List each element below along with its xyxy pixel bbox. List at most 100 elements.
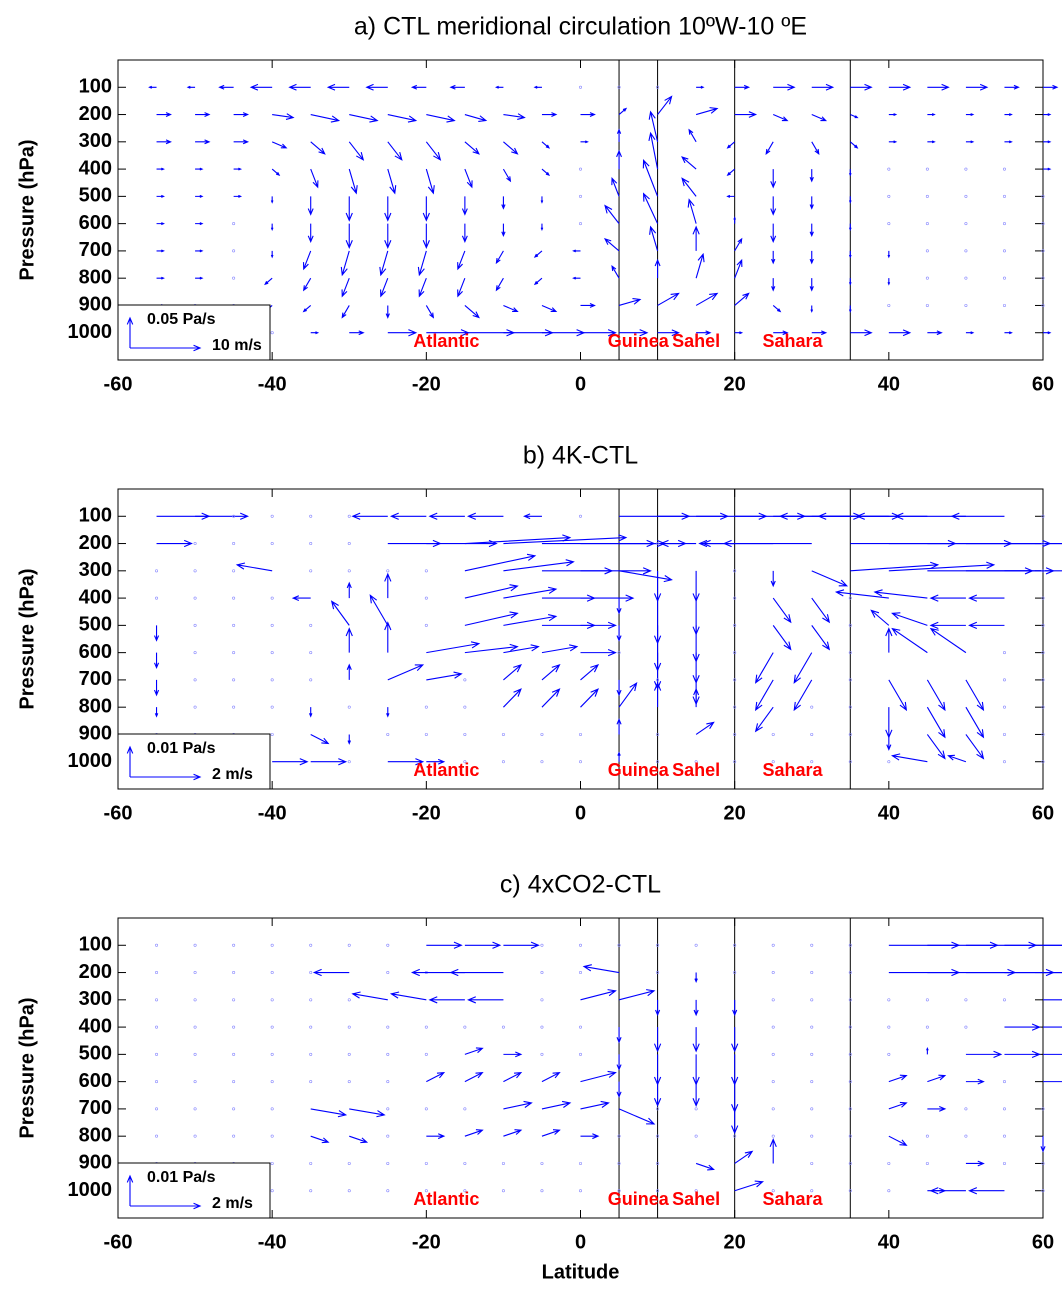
wind-vector bbox=[888, 679, 908, 712]
key-arrow-w bbox=[126, 745, 134, 777]
zero-vector bbox=[309, 1161, 313, 1165]
zero-vector bbox=[155, 1080, 159, 1084]
zero-vector bbox=[1002, 760, 1006, 764]
wind-vector bbox=[541, 644, 579, 654]
key-label-w: 0.01 Pa/s bbox=[147, 740, 216, 757]
wind-vector bbox=[811, 597, 831, 624]
zero-vector bbox=[155, 596, 159, 600]
x-tick-label: -20 bbox=[412, 802, 441, 824]
zero-vector bbox=[232, 651, 236, 655]
wind-vector bbox=[310, 331, 320, 335]
zero-vector bbox=[193, 1107, 197, 1111]
wind-vector bbox=[580, 594, 635, 602]
zero-vector bbox=[386, 1134, 390, 1138]
zero-vector bbox=[925, 222, 929, 226]
wind-vector bbox=[734, 258, 743, 279]
y-tick-label: 900 bbox=[79, 1152, 112, 1174]
wind-vector bbox=[389, 512, 427, 520]
wind-vector bbox=[1043, 1053, 1062, 1055]
zero-vector bbox=[887, 1025, 891, 1029]
zero-vector bbox=[309, 971, 313, 975]
zero-vector bbox=[733, 760, 737, 764]
zero-vector bbox=[578, 1161, 582, 1165]
wind-vector bbox=[965, 734, 985, 760]
wind-vector bbox=[218, 84, 234, 90]
wind-vector bbox=[772, 305, 782, 313]
zero-vector bbox=[887, 222, 891, 226]
wind-vector bbox=[310, 758, 348, 766]
wind-vector bbox=[731, 1108, 739, 1135]
key-arrow-u bbox=[130, 1202, 202, 1210]
wind-vector bbox=[310, 1108, 348, 1118]
zero-vector bbox=[270, 1107, 274, 1111]
wind-vector bbox=[1043, 331, 1052, 335]
wind-vector bbox=[389, 991, 427, 1001]
x-tick-label: -20 bbox=[412, 373, 441, 395]
wind-vector bbox=[349, 1135, 369, 1144]
wind-vector bbox=[580, 1133, 600, 1140]
wind-vector bbox=[611, 177, 620, 197]
wind-vector bbox=[341, 305, 350, 319]
y-tick-label: 700 bbox=[79, 239, 112, 261]
wind-vector bbox=[809, 223, 814, 238]
zero-vector bbox=[771, 971, 775, 975]
zero-vector bbox=[848, 1107, 852, 1111]
zero-vector bbox=[656, 678, 660, 682]
zero-vector bbox=[1002, 1080, 1006, 1084]
zero-vector bbox=[887, 1189, 891, 1193]
zero-vector bbox=[424, 1161, 428, 1165]
zero-vector bbox=[424, 732, 428, 736]
zero-vector bbox=[1002, 249, 1006, 253]
zero-vector bbox=[1041, 303, 1045, 307]
wind-vector bbox=[153, 679, 160, 697]
wind-vector bbox=[541, 1071, 561, 1083]
wind-vector bbox=[1043, 113, 1052, 117]
key-label-u: 10 m/s bbox=[212, 337, 262, 354]
region-label: Guinea bbox=[608, 760, 670, 780]
wind-vector bbox=[380, 277, 389, 298]
x-tick-label: -60 bbox=[104, 373, 133, 395]
zero-vector bbox=[347, 1161, 351, 1165]
wind-vector bbox=[387, 168, 397, 195]
zero-vector bbox=[848, 623, 852, 627]
zero-vector bbox=[1002, 1107, 1006, 1111]
region-label: Sahel bbox=[672, 760, 720, 780]
zero-vector bbox=[309, 678, 313, 682]
zero-vector bbox=[540, 943, 544, 947]
wind-vector bbox=[888, 140, 898, 144]
wind-vector bbox=[811, 141, 820, 156]
wind-vector bbox=[950, 512, 1005, 520]
panel: a) CTL meridional circulation 10ºW-10 ºE… bbox=[16, 13, 1059, 395]
wind-vector bbox=[927, 1106, 947, 1112]
zero-vector bbox=[386, 1161, 390, 1165]
wind-vector bbox=[681, 177, 697, 197]
zero-vector bbox=[848, 732, 852, 736]
y-axis-label: Pressure (hPa) bbox=[16, 997, 38, 1138]
zero-vector bbox=[887, 167, 891, 171]
wind-vector bbox=[926, 734, 946, 760]
wind-vector bbox=[195, 276, 204, 280]
wind-vector bbox=[929, 621, 966, 629]
y-tick-label: 500 bbox=[79, 614, 112, 636]
wind-vector bbox=[616, 679, 622, 697]
wind-vector bbox=[619, 329, 649, 337]
wind-vector bbox=[681, 156, 697, 170]
wind-vector bbox=[270, 196, 274, 204]
wind-vector bbox=[503, 688, 522, 708]
wind-vector bbox=[618, 570, 673, 583]
zero-vector bbox=[540, 760, 544, 764]
zero-vector bbox=[270, 596, 274, 600]
wind-vector bbox=[648, 110, 659, 142]
wind-vector bbox=[793, 679, 813, 712]
wind-vector bbox=[726, 194, 735, 198]
wind-vector bbox=[449, 968, 504, 977]
wind-vector bbox=[726, 168, 736, 177]
y-tick-label: 100 bbox=[79, 76, 112, 98]
zero-vector bbox=[424, 569, 428, 573]
wind-vector bbox=[235, 562, 273, 572]
wind-vector bbox=[195, 167, 204, 171]
zero-vector bbox=[656, 1189, 660, 1193]
zero-vector bbox=[810, 1161, 814, 1165]
zero-vector bbox=[232, 943, 236, 947]
wind-vector bbox=[422, 223, 430, 250]
